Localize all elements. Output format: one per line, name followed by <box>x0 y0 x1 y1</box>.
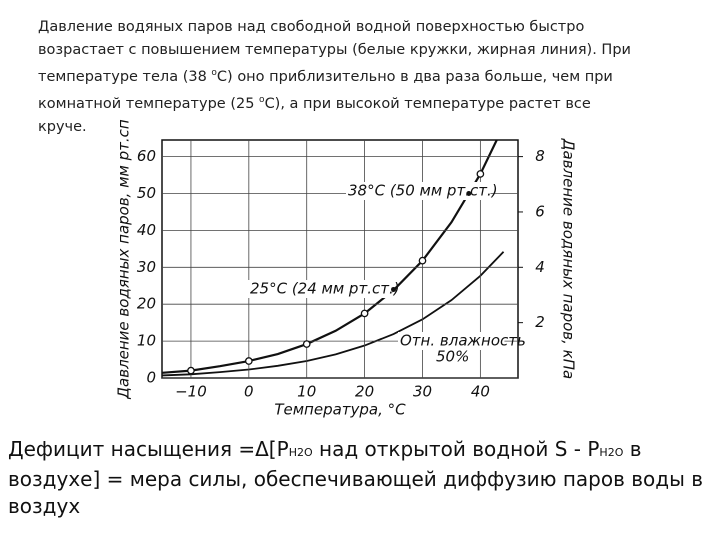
y2-axis-label: Давление водяных паров, кПа <box>560 138 578 379</box>
data-point <box>476 170 485 178</box>
x-tick-label: 40 <box>471 383 490 401</box>
y-axis-label: Давление водяных паров, мм рт.сп <box>115 119 133 400</box>
text-run: в воздухе] = мера силы, обеспечивающей д… <box>8 437 704 518</box>
y-tick-label: 30 <box>137 258 156 276</box>
data-point <box>244 357 253 365</box>
y2-tick-label: 2 <box>535 313 545 331</box>
annotation-point <box>391 286 397 292</box>
x-axis-label: Температура, °С <box>274 401 406 419</box>
y2-tick-label: 8 <box>535 147 545 165</box>
text-run: Давление водяных паров над свободной вод… <box>38 19 631 85</box>
annotation-bg <box>434 348 457 366</box>
annotation-point <box>466 191 472 197</box>
intro-text: Давление водяных паров над свободной вод… <box>38 16 638 139</box>
text-run: O <box>303 446 313 459</box>
annotation: 25°С (24 мм рт.ст.) <box>250 280 400 298</box>
text-run: Дефицит насыщения =Δ[P <box>8 437 289 461</box>
text-run: o <box>211 68 217 78</box>
y-tick-label: 50 <box>137 184 156 202</box>
y-tick-label: 20 <box>137 295 156 313</box>
text-run: над открытой водной S - P <box>312 437 600 461</box>
x-tick-label: 20 <box>355 383 374 401</box>
plot-area <box>162 140 505 377</box>
y-tick-label: 10 <box>137 332 156 350</box>
text-run: C), а при высокой температуре растет все… <box>38 95 591 135</box>
text-run: C) оно приблизительно в два раза больше,… <box>38 68 613 112</box>
y-tick-label: 60 <box>137 147 156 165</box>
annotation-bg <box>346 182 491 200</box>
data-point <box>187 366 195 375</box>
text-run: H <box>288 446 297 459</box>
curve <box>162 140 498 374</box>
chart: −10 0 10 20 30 40 0 10 20 30 40 50 60 2 4 6 8 Температура… <box>115 119 578 419</box>
x-tick-label: 10 <box>297 383 316 401</box>
data-point <box>302 340 311 348</box>
curve <box>162 251 505 377</box>
y-tick-label: 0 <box>146 369 156 387</box>
x-tick-label: 30 <box>413 383 432 401</box>
y2-tick-label: 6 <box>535 202 545 220</box>
annotation-bg <box>248 280 393 298</box>
y2-tick-label: 4 <box>535 258 545 276</box>
x-tick-label: 0 <box>244 383 254 401</box>
text-run: O <box>614 446 624 459</box>
y-tick-label: 40 <box>137 221 156 239</box>
footer-text: Дефицит насыщения =Δ[PH2O над открытой в… <box>8 436 708 520</box>
annotation-bg <box>398 332 505 350</box>
data-point <box>418 256 427 265</box>
text-run: 2 <box>607 446 615 459</box>
annotation: 38°С (50 мм рт.ст.) <box>348 182 498 200</box>
data-point <box>360 309 369 318</box>
annotation: 50% <box>436 348 469 366</box>
text-run: 2 <box>296 446 304 459</box>
text-run: H <box>599 446 608 459</box>
annotation: Отн. влажность <box>400 332 526 350</box>
text-run: o <box>259 94 265 105</box>
x-tick-label: −10 <box>175 383 207 401</box>
